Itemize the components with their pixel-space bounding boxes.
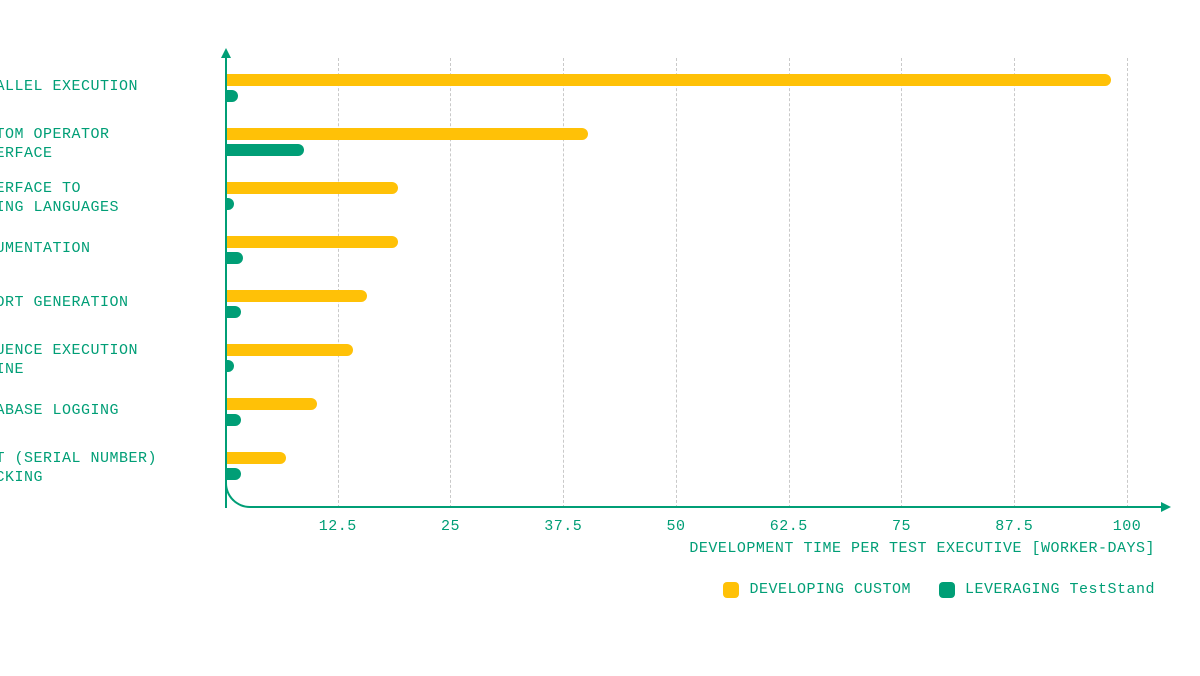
bar-developing-custom <box>227 398 317 410</box>
x-tick-label: 25 <box>441 518 460 535</box>
gridline <box>676 58 677 508</box>
bar-developing-custom <box>227 182 398 194</box>
y-axis <box>225 54 227 508</box>
legend-item-developing-custom: DEVELOPING CUSTOM <box>723 581 911 598</box>
category-label: DOCUMENTATION <box>0 240 167 259</box>
legend-swatch-icon <box>939 582 955 598</box>
category-label: SEQUENCE EXECUTION ENGINE <box>0 342 167 380</box>
bar-leveraging-teststand <box>227 468 241 480</box>
x-tick-label: 62.5 <box>770 518 808 535</box>
gridline <box>789 58 790 508</box>
gridline <box>563 58 564 508</box>
legend-swatch-icon <box>723 582 739 598</box>
x-tick-label: 75 <box>892 518 911 535</box>
x-axis <box>250 506 1163 508</box>
bar-leveraging-teststand <box>227 252 243 264</box>
x-axis-arrow-icon <box>1161 502 1171 512</box>
category-label: REPORT GENERATION <box>0 294 167 313</box>
bar-developing-custom <box>227 452 286 464</box>
bar-developing-custom <box>227 128 588 140</box>
bar-developing-custom <box>227 74 1111 86</box>
legend: DEVELOPING CUSTOM LEVERAGING TestStand <box>723 581 1155 598</box>
axis-origin-curve <box>225 483 250 508</box>
gridline <box>1127 58 1128 508</box>
category-label: INTERFACE TO CODING LANGUAGES <box>0 180 167 218</box>
y-axis-arrow-icon <box>221 48 231 58</box>
bar-developing-custom <box>227 344 353 356</box>
gridline <box>450 58 451 508</box>
category-label: CUSTOM OPERATOR INTERFACE <box>0 126 167 164</box>
x-tick-label: 50 <box>666 518 685 535</box>
legend-label: DEVELOPING CUSTOM <box>749 581 911 598</box>
category-label: DATABASE LOGGING <box>0 402 167 421</box>
legend-label: LEVERAGING TestStand <box>965 581 1155 598</box>
chart-container: PARALLEL EXECUTION CUSTOM OPERATOR INTERF… <box>0 0 1200 676</box>
bar-leveraging-teststand <box>227 90 238 102</box>
category-label: UNIT (SERIAL NUMBER) TRACKING <box>0 450 167 488</box>
bar-leveraging-teststand <box>227 306 241 318</box>
bar-developing-custom <box>227 236 398 248</box>
x-tick-label: 100 <box>1113 518 1142 535</box>
gridline <box>338 58 339 508</box>
gridline <box>901 58 902 508</box>
x-tick-label: 87.5 <box>995 518 1033 535</box>
x-tick-label: 37.5 <box>544 518 582 535</box>
bar-leveraging-teststand <box>227 198 234 210</box>
legend-item-leveraging-teststand: LEVERAGING TestStand <box>939 581 1155 598</box>
bar-leveraging-teststand <box>227 360 234 372</box>
bar-leveraging-teststand <box>227 414 241 426</box>
bar-developing-custom <box>227 290 367 302</box>
gridline <box>1014 58 1015 508</box>
x-tick-label: 12.5 <box>319 518 357 535</box>
x-axis-title: DEVELOPMENT TIME PER TEST EXECUTIVE [WOR… <box>689 540 1155 557</box>
bar-leveraging-teststand <box>227 144 304 156</box>
plot-area: PARALLEL EXECUTIONCUSTOM OPERATOR INTERF… <box>225 58 1155 508</box>
category-label: PARALLEL EXECUTION <box>0 78 167 97</box>
